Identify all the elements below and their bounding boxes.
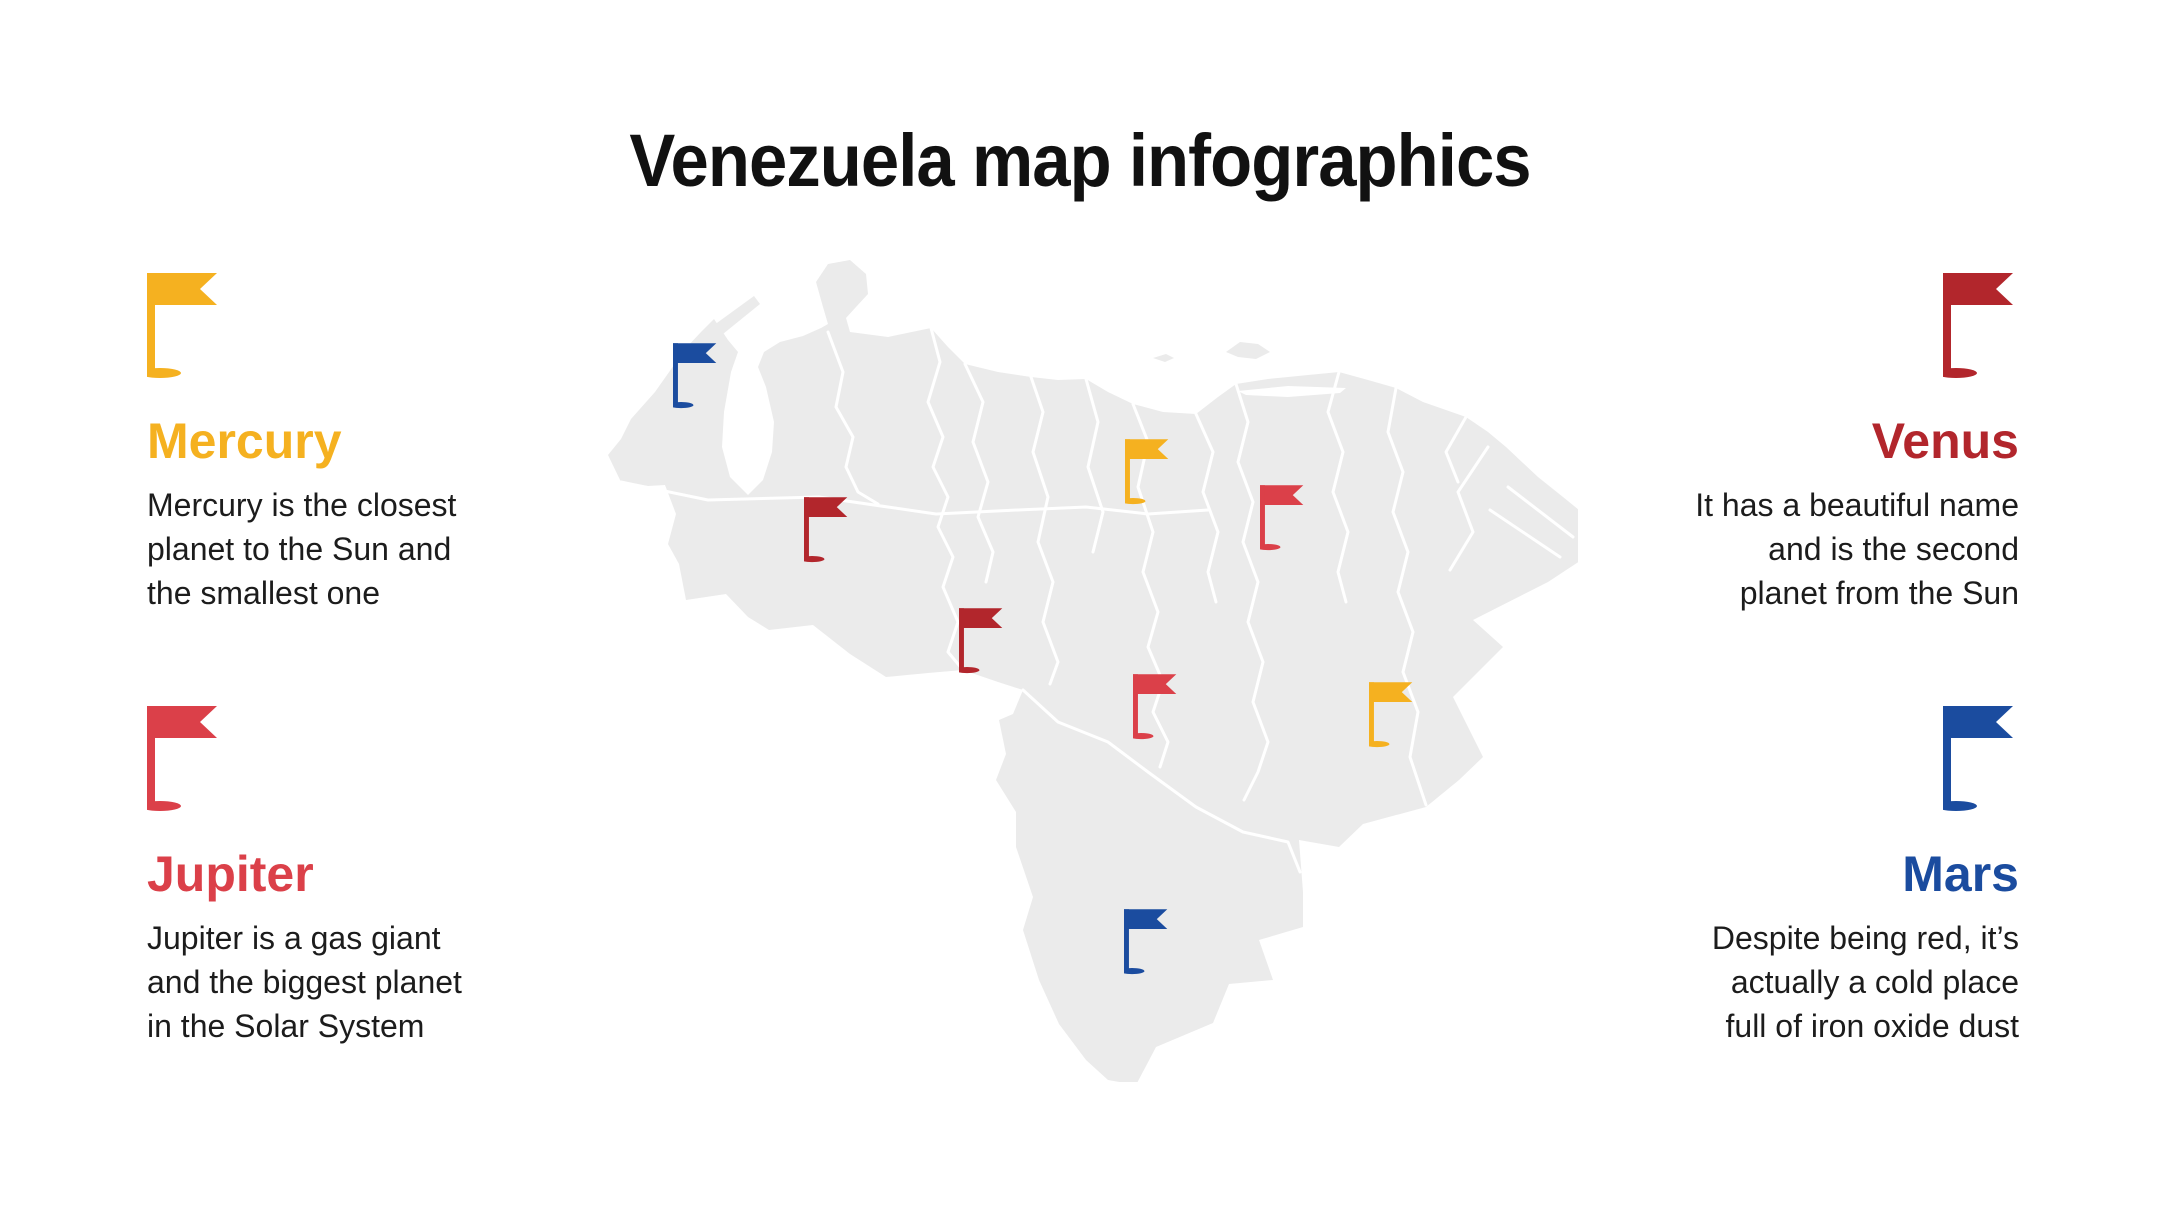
planet-name: Venus (1871, 413, 2019, 469)
planet-card-mars: Mars Despite being red, it’s actually a … (1589, 706, 2019, 1048)
planet-card-jupiter: Jupiter Jupiter is a gas giant and the b… (147, 706, 577, 1048)
planet-name: Mercury (147, 413, 342, 469)
planet-description: Mercury is the closest planet to the Sun… (147, 487, 457, 611)
planet-name: Jupiter (147, 846, 314, 902)
flag-icon (147, 273, 217, 378)
page-title: Venezuela map infographics (629, 119, 1531, 202)
flag-icon (147, 706, 217, 811)
planet-name: Mars (1902, 846, 2019, 902)
planet-description: Jupiter is a gas giant and the biggest p… (147, 920, 462, 1044)
flag-icon (1943, 273, 2013, 378)
planet-description: It has a beautiful name and is the secon… (1695, 487, 2019, 611)
venezuela-outline (608, 260, 1578, 1082)
coastal-spit (710, 296, 760, 338)
planet-card-mercury: Mercury Mercury is the closest planet to… (147, 273, 577, 615)
venezuela-map (588, 252, 1578, 1082)
island-small (1153, 354, 1174, 362)
planet-description: Despite being red, it’s actually a cold … (1711, 920, 2019, 1044)
venezuela-map-svg (608, 260, 1578, 1082)
state-borders (619, 326, 1575, 874)
gulf-cutout (1238, 386, 1346, 397)
flag-icon (1943, 706, 2013, 811)
island-margarita (1226, 342, 1270, 359)
planet-card-venus: Venus It has a beautiful name and is the… (1589, 273, 2019, 615)
